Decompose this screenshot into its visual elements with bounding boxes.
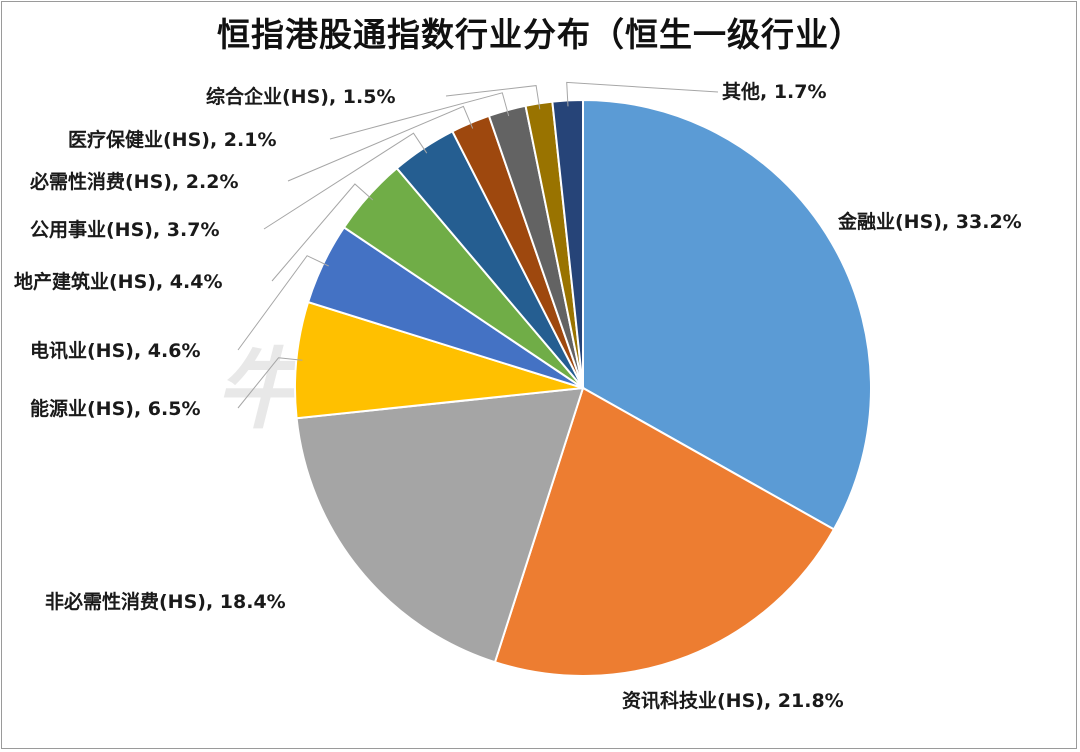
leader-line: [237, 255, 329, 351]
slice-label: 电讯业(HS), 4.6%: [30, 339, 200, 362]
leader-line: [287, 105, 474, 182]
slice-label: 金融业(HS), 33.2%: [837, 210, 1022, 233]
leader-line: [329, 92, 510, 140]
leader-line: [237, 357, 303, 409]
pie-slice: [295, 386, 585, 664]
pie-slice: [582, 98, 872, 531]
leader-line: [263, 132, 428, 230]
slice-label: 公用事业(HS), 3.7%: [30, 218, 219, 241]
slice-label: 必需性消费(HS), 2.2%: [29, 170, 238, 193]
leader-line: [271, 183, 374, 282]
slice-label: 资讯科技业(HS), 21.8%: [622, 689, 844, 712]
slice-label: 医疗保健业(HS), 2.1%: [68, 128, 276, 151]
slice-label: 地产建筑业(HS), 4.4%: [14, 270, 222, 293]
slice-label: 其他, 1.7%: [722, 80, 827, 103]
slice-label: 非必需性消费(HS), 18.4%: [45, 590, 286, 613]
chart-title: 恒指港股通指数行业分布（恒生一级行业）: [217, 15, 863, 54]
slice-label: 综合企业(HS), 1.5%: [206, 85, 395, 108]
leader-line: [445, 85, 541, 110]
slice-label: 能源业(HS), 6.5%: [30, 397, 200, 420]
leader-line: [566, 81, 719, 107]
pie-slice: [493, 386, 836, 677]
